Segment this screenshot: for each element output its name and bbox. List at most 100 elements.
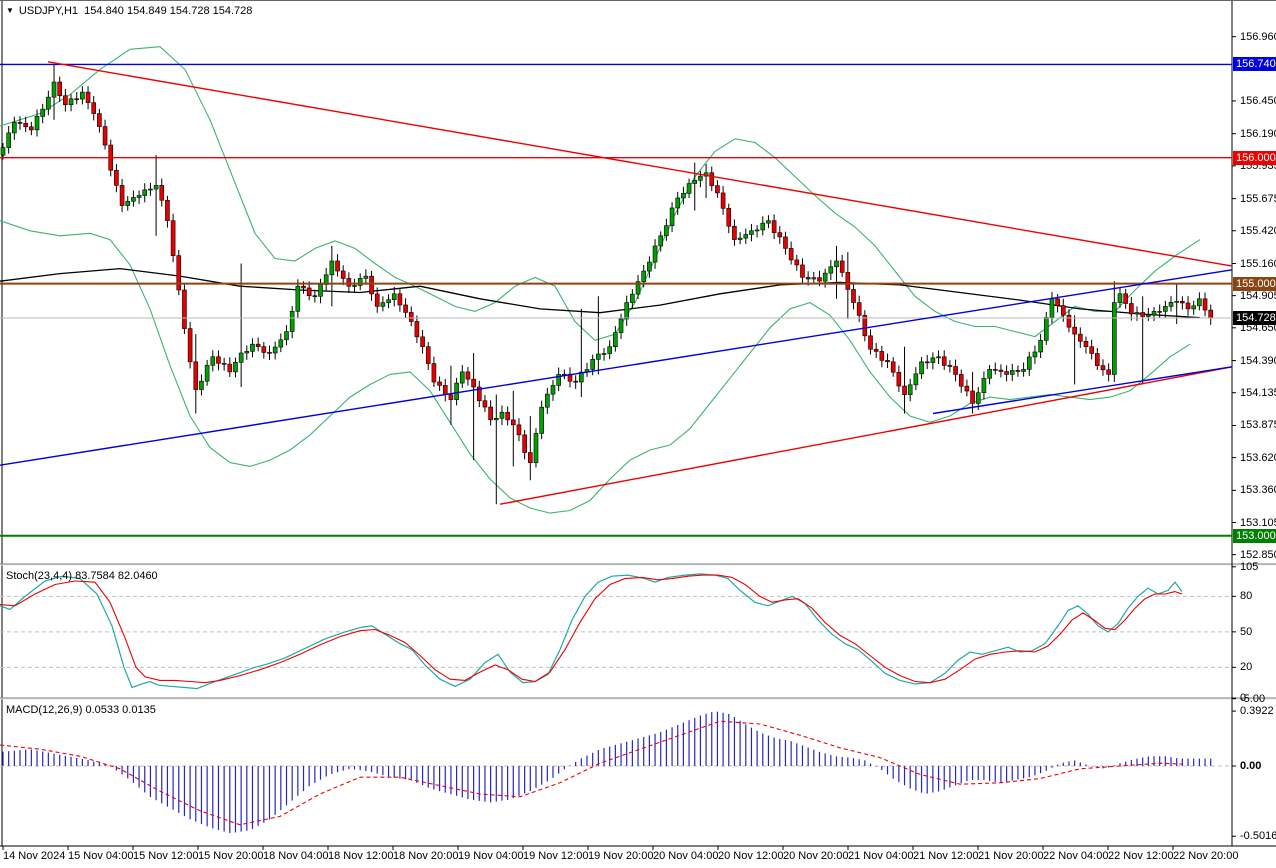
candle-bullish[interactable] <box>499 411 505 419</box>
candle-bullish[interactable] <box>766 220 771 224</box>
candle-bearish[interactable] <box>403 304 408 313</box>
candle-bullish[interactable] <box>250 343 255 352</box>
candle-bearish[interactable] <box>505 411 510 421</box>
candle-bearish[interactable] <box>227 363 233 373</box>
candle-bullish[interactable] <box>913 373 919 386</box>
candle-bearish[interactable] <box>476 386 482 402</box>
candle-bullish[interactable] <box>352 285 357 287</box>
candle-bullish[interactable] <box>1032 351 1038 358</box>
candle-bullish[interactable] <box>318 284 323 297</box>
candle-bullish[interactable] <box>675 197 681 209</box>
candle-bearish[interactable] <box>573 380 578 383</box>
candle-bullish[interactable] <box>545 393 550 408</box>
candle-bearish[interactable] <box>1072 326 1077 335</box>
candle-bullish[interactable] <box>698 175 703 181</box>
candle-bearish[interactable] <box>998 369 1004 372</box>
candle-bearish[interactable] <box>74 98 80 101</box>
candle-bearish[interactable] <box>1106 369 1111 375</box>
candle-bearish[interactable] <box>465 371 471 380</box>
candle-bullish[interactable] <box>681 193 686 199</box>
candle-bullish[interactable] <box>40 108 45 117</box>
candle-bullish[interactable] <box>641 270 647 282</box>
candle-bearish[interactable] <box>346 278 352 287</box>
candle-bearish[interactable] <box>732 225 737 240</box>
candle-bullish[interactable] <box>664 225 669 237</box>
candle-bullish[interactable] <box>590 359 595 370</box>
candle-bullish[interactable] <box>386 299 391 303</box>
candle-bearish[interactable] <box>448 394 454 400</box>
chart-dropdown-icon[interactable]: ▼ <box>6 6 14 15</box>
candle-bullish[interactable] <box>34 116 40 131</box>
candle-bearish[interactable] <box>862 315 868 337</box>
candle-bullish[interactable] <box>1168 302 1174 307</box>
candle-bearish[interactable] <box>839 260 845 273</box>
candle-bullish[interactable] <box>669 207 675 226</box>
candle-bullish[interactable] <box>12 122 17 134</box>
candle-bearish[interactable] <box>335 260 340 272</box>
candle-bullish[interactable] <box>987 369 992 379</box>
candle-bullish[interactable] <box>550 385 556 395</box>
candle-bullish[interactable] <box>1146 314 1151 317</box>
candle-bullish[interactable] <box>6 132 11 148</box>
candle-bullish[interactable] <box>539 406 544 434</box>
candle-bearish[interactable] <box>187 328 193 363</box>
candle-bullish[interactable] <box>692 180 698 184</box>
candle-bearish[interactable] <box>85 91 91 103</box>
candle-bullish[interactable] <box>760 222 766 231</box>
candle-bearish[interactable] <box>1060 305 1066 316</box>
candle-bearish[interactable] <box>221 363 227 365</box>
candle-bearish[interactable] <box>528 452 533 463</box>
candle-bullish[interactable] <box>635 281 641 295</box>
candle-bearish[interactable] <box>17 122 23 124</box>
candle-bullish[interactable] <box>1163 306 1168 312</box>
candle-bullish[interactable] <box>210 356 216 366</box>
candle-bearish[interactable] <box>193 361 199 390</box>
candle-bearish[interactable] <box>420 336 425 348</box>
candle-bullish[interactable] <box>363 275 369 279</box>
candle-bullish[interactable] <box>357 278 363 286</box>
candle-bullish[interactable] <box>46 96 51 110</box>
candle-bullish[interactable] <box>238 352 244 363</box>
trendline-ascending-support-long[interactable] <box>0 269 1233 466</box>
candle-bullish[interactable] <box>454 382 459 400</box>
candle-bearish[interactable] <box>301 285 306 289</box>
candle-bullish[interactable] <box>1043 317 1049 341</box>
candle-bearish[interactable] <box>408 312 414 322</box>
candle-bearish[interactable] <box>1140 312 1145 317</box>
candle-bearish[interactable] <box>91 102 97 114</box>
candle-bearish[interactable] <box>312 295 318 297</box>
candle-bullish[interactable] <box>834 260 839 268</box>
candle-bearish[interactable] <box>437 381 442 386</box>
candle-bearish[interactable] <box>397 293 403 306</box>
candle-bearish[interactable] <box>1004 371 1009 375</box>
candle-bullish[interactable] <box>1157 311 1162 313</box>
candle-bearish[interactable] <box>856 302 862 316</box>
candle-bearish[interactable] <box>63 95 68 106</box>
candle-bearish[interactable] <box>261 346 267 353</box>
candle-bearish[interactable] <box>992 369 998 371</box>
candle-bullish[interactable] <box>601 353 607 355</box>
candle-bearish[interactable] <box>516 424 522 436</box>
candle-bearish[interactable] <box>941 356 947 366</box>
candle-bearish[interactable] <box>788 248 794 261</box>
candle-bearish[interactable] <box>488 406 493 421</box>
candle-bearish[interactable] <box>431 363 437 383</box>
candle-bullish[interactable] <box>613 332 618 348</box>
candle-bullish[interactable] <box>1026 356 1032 370</box>
candle-bullish[interactable] <box>828 266 834 274</box>
candle-bearish[interactable] <box>374 293 380 307</box>
candle-bullish[interactable] <box>142 189 148 196</box>
candle-bearish[interactable] <box>783 236 788 249</box>
candle-bullish[interactable] <box>533 433 539 463</box>
candle-bearish[interactable] <box>1083 340 1089 348</box>
candle-bullish[interactable] <box>981 377 987 394</box>
candle-bearish[interactable] <box>216 356 221 364</box>
candle-bearish[interactable] <box>896 371 902 387</box>
candle-bearish[interactable] <box>1066 314 1072 328</box>
candle-bullish[interactable] <box>624 302 630 320</box>
candle-bullish[interactable] <box>380 302 386 307</box>
candle-bullish[interactable] <box>125 200 131 206</box>
candle-bullish[interactable] <box>68 98 74 106</box>
candle-bearish[interactable] <box>1095 353 1100 366</box>
